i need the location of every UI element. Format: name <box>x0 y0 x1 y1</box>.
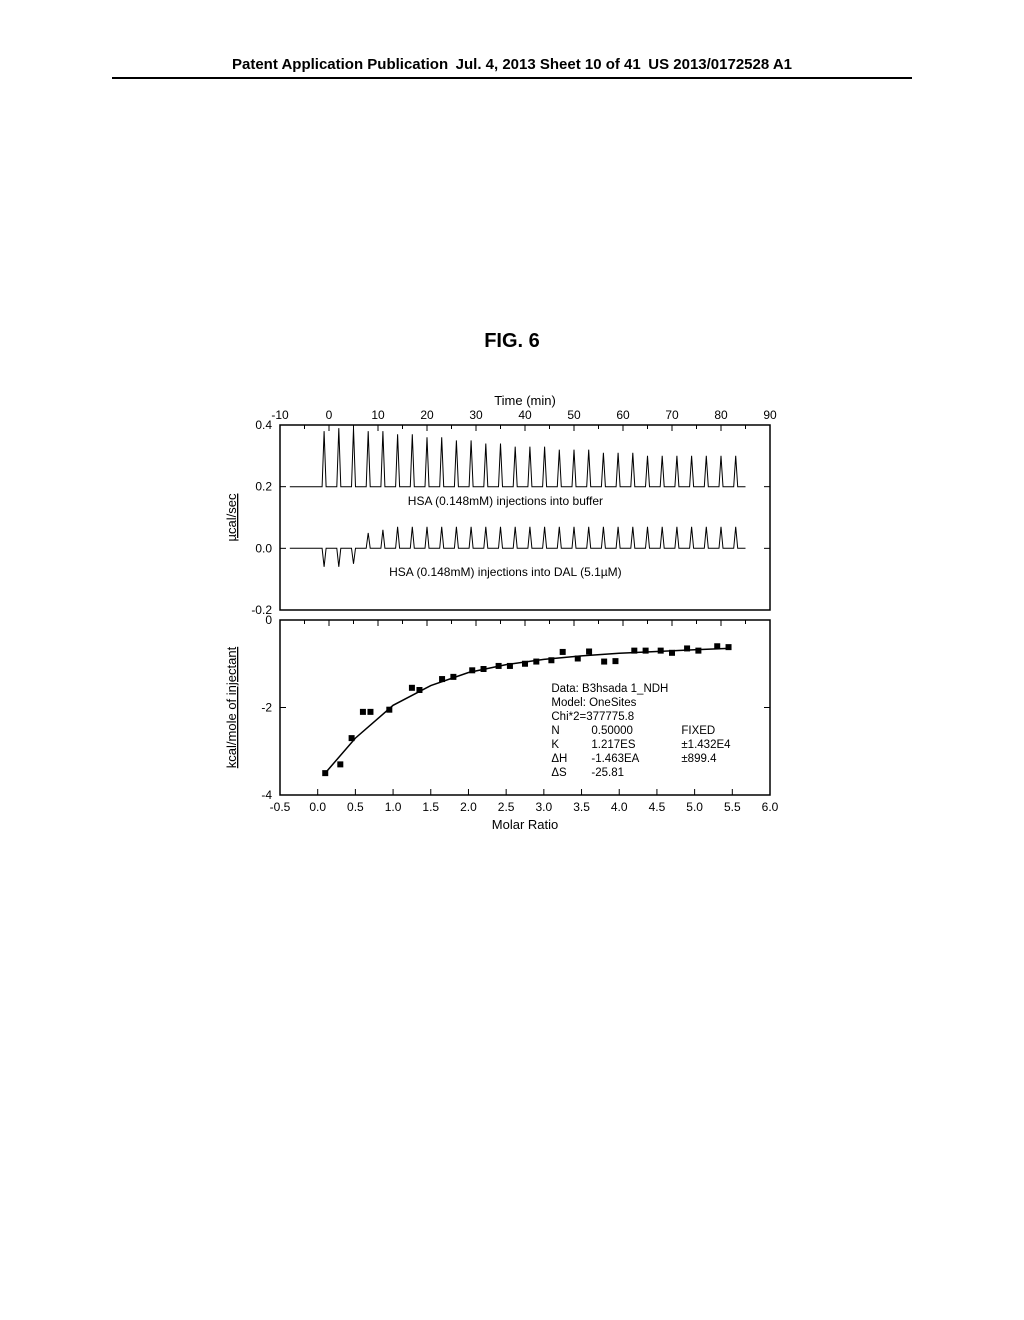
svg-text:0: 0 <box>265 613 272 627</box>
svg-text:±899.4: ±899.4 <box>681 753 717 765</box>
header-left: Patent Application Publication <box>232 56 448 73</box>
svg-text:90: 90 <box>763 408 777 422</box>
svg-text:Time (min): Time (min) <box>494 395 556 408</box>
svg-text:-0.5: -0.5 <box>270 800 291 814</box>
svg-text:kcal/mole of injectant: kcal/mole of injectant <box>224 646 239 768</box>
figure-title: FIG. 6 <box>0 330 1024 353</box>
svg-text:0.2: 0.2 <box>255 480 272 494</box>
svg-text:Molar Ratio: Molar Ratio <box>492 817 558 832</box>
svg-text:50: 50 <box>567 408 581 422</box>
svg-text:6.0: 6.0 <box>762 800 779 814</box>
page-header: Patent Application Publication Jul. 4, 2… <box>112 56 912 79</box>
svg-text:5.0: 5.0 <box>686 800 703 814</box>
header-right: US 2013/0172528 A1 <box>648 56 792 73</box>
svg-text:30: 30 <box>469 408 483 422</box>
svg-text:0.0: 0.0 <box>309 800 326 814</box>
chart-svg: -100102030405060708090Time (min)-0.20.00… <box>210 395 810 835</box>
svg-text:20: 20 <box>420 408 434 422</box>
svg-text:2.0: 2.0 <box>460 800 477 814</box>
svg-text:1.0: 1.0 <box>385 800 402 814</box>
svg-text:Model: OneSites: Model: OneSites <box>551 697 636 709</box>
svg-text:60: 60 <box>616 408 630 422</box>
itc-chart: -100102030405060708090Time (min)-0.20.00… <box>210 395 810 835</box>
svg-text:4.5: 4.5 <box>649 800 666 814</box>
svg-text:-10: -10 <box>271 408 289 422</box>
svg-text:N: N <box>551 725 559 737</box>
svg-text:70: 70 <box>665 408 679 422</box>
svg-text:µcal/sec: µcal/sec <box>224 493 239 541</box>
svg-text:-4: -4 <box>261 788 272 802</box>
svg-text:4.0: 4.0 <box>611 800 628 814</box>
svg-text:-1.463EA: -1.463EA <box>591 753 639 765</box>
svg-text:FIXED: FIXED <box>681 725 715 737</box>
svg-text:1.5: 1.5 <box>422 800 439 814</box>
svg-text:0.0: 0.0 <box>255 541 272 555</box>
svg-text:ΔS: ΔS <box>551 767 567 779</box>
svg-text:HSA (0.148mM) injections into: HSA (0.148mM) injections into DAL (5.1µM… <box>389 565 622 579</box>
svg-text:5.5: 5.5 <box>724 800 741 814</box>
svg-text:2.5: 2.5 <box>498 800 515 814</box>
svg-text:80: 80 <box>714 408 728 422</box>
svg-text:HSA (0.148mM) injections into: HSA (0.148mM) injections into buffer <box>408 494 603 508</box>
svg-text:1.217ES: 1.217ES <box>591 739 635 751</box>
svg-text:K: K <box>551 739 559 751</box>
svg-text:0.4: 0.4 <box>255 418 272 432</box>
svg-text:-25.81: -25.81 <box>591 767 624 779</box>
svg-text:40: 40 <box>518 408 532 422</box>
svg-text:10: 10 <box>371 408 385 422</box>
svg-text:3.5: 3.5 <box>573 800 590 814</box>
svg-text:0: 0 <box>326 408 333 422</box>
svg-text:ΔH: ΔH <box>551 753 567 765</box>
svg-text:0.5: 0.5 <box>347 800 364 814</box>
header-center: Jul. 4, 2013 Sheet 10 of 41 <box>456 56 641 73</box>
svg-text:-2: -2 <box>261 701 272 715</box>
svg-text:Data: B3hsada 1_NDH: Data: B3hsada 1_NDH <box>551 683 668 695</box>
svg-text:0.50000: 0.50000 <box>591 725 633 737</box>
svg-text:Chi*2=377775.8: Chi*2=377775.8 <box>551 711 634 723</box>
svg-text:3.0: 3.0 <box>536 800 553 814</box>
svg-text:±1.432E4: ±1.432E4 <box>681 739 731 751</box>
